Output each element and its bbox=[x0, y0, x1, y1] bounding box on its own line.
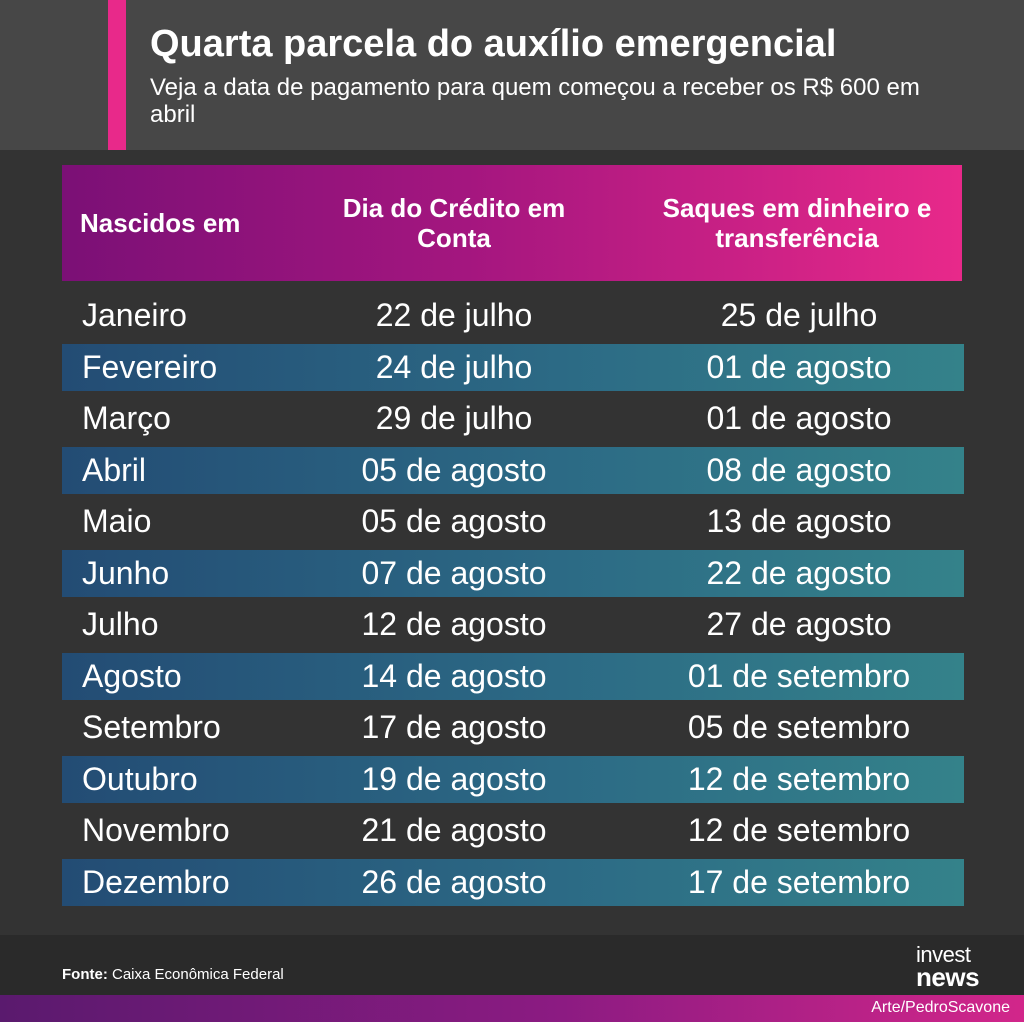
table-row: Julho 12 de agosto 27 de agosto bbox=[62, 601, 964, 648]
withdrawal-date-cell: 13 de agosto bbox=[706, 503, 892, 539]
table-row: Março 29 de julho 01 de agosto bbox=[62, 395, 964, 442]
art-credit: Arte/PedroScavone bbox=[871, 999, 1010, 1016]
credit-date-cell: 26 de agosto bbox=[361, 863, 547, 900]
credit-date-cell: 12 de agosto bbox=[361, 606, 547, 642]
withdrawal-date-cell: 05 de setembro bbox=[687, 709, 911, 745]
withdrawal-date-cell: 22 de agosto bbox=[706, 554, 892, 591]
credit-date-cell: 22 de julho bbox=[375, 297, 533, 333]
table-row: Janeiro 22 de julho 25 de julho bbox=[62, 292, 964, 339]
credit-date-cell: 05 de agosto bbox=[361, 451, 547, 488]
table-row: Dezembro 26 de agosto 17 de setembro bbox=[62, 858, 964, 906]
column-header-credit-date: Dia do Crédito em Conta bbox=[342, 193, 566, 253]
table-row: Novembro 21 de agosto 12 de setembro bbox=[62, 807, 964, 854]
birth-month-cell: Setembro bbox=[82, 709, 221, 745]
logo-text-news: news bbox=[916, 962, 980, 992]
birth-month-cell: Dezembro bbox=[82, 863, 230, 900]
credit-date-cell: 05 de agosto bbox=[361, 503, 547, 539]
birth-month-cell: Abril bbox=[82, 451, 147, 488]
table-row: Agosto 14 de agosto 01 de setembro bbox=[62, 652, 964, 700]
source-text: Caixa Econômica Federal bbox=[112, 966, 284, 983]
accent-bar bbox=[108, 0, 126, 150]
withdrawal-date-cell: 27 de agosto bbox=[706, 606, 892, 642]
credit-date-cell: 17 de agosto bbox=[361, 709, 547, 745]
header bbox=[0, 0, 1024, 150]
birth-month-cell: Julho bbox=[82, 606, 159, 642]
credit-date-cell: 14 de agosto bbox=[361, 657, 547, 694]
column-header-birth-month: Nascidos em bbox=[80, 208, 241, 238]
table-header: Nascidos em Dia do Crédito em Conta Saqu… bbox=[62, 165, 962, 281]
birth-month-cell: Junho bbox=[82, 554, 170, 591]
page-title: Quarta parcela do auxílio emergencial bbox=[150, 23, 837, 65]
table-row: Setembro 17 de agosto 05 de setembro bbox=[62, 704, 964, 751]
withdrawal-date-cell: 08 de agosto bbox=[706, 451, 892, 488]
investnews-logo: invest news bbox=[916, 944, 1012, 992]
credit-date-cell: 21 de agosto bbox=[361, 812, 547, 848]
column-header-withdrawal-date: Saques em dinheiro e transferência bbox=[662, 193, 932, 253]
table-row: Fevereiro 24 de julho 01 de agosto bbox=[62, 343, 964, 391]
table-row: Maio 05 de agosto 13 de agosto bbox=[62, 498, 964, 545]
withdrawal-date-cell: 01 de setembro bbox=[687, 657, 911, 694]
withdrawal-date-cell: 01 de agosto bbox=[706, 348, 892, 385]
withdrawal-date-cell: 01 de agosto bbox=[706, 400, 892, 436]
table-row: Outubro 19 de agosto 12 de setembro bbox=[62, 755, 964, 803]
table-row: Abril 05 de agosto 08 de agosto bbox=[62, 446, 964, 494]
birth-month-cell: Outubro bbox=[82, 760, 198, 797]
table-body: Janeiro 22 de julho 25 de julho Fevereir… bbox=[62, 292, 964, 910]
credit-date-cell: 19 de agosto bbox=[361, 760, 547, 797]
birth-month-cell: Fevereiro bbox=[82, 348, 218, 385]
footer bbox=[0, 935, 1024, 995]
birth-month-cell: Março bbox=[82, 400, 171, 436]
birth-month-cell: Maio bbox=[82, 503, 152, 539]
logo-text-invest: invest bbox=[916, 942, 971, 967]
birth-month-cell: Agosto bbox=[82, 657, 182, 694]
credit-date-cell: 07 de agosto bbox=[361, 554, 547, 591]
birth-month-cell: Janeiro bbox=[82, 297, 187, 333]
withdrawal-date-cell: 12 de setembro bbox=[687, 812, 911, 848]
source-note: Fonte: Caixa Econômica Federal bbox=[62, 966, 284, 983]
withdrawal-date-cell: 25 de julho bbox=[720, 297, 878, 333]
credit-date-cell: 29 de julho bbox=[375, 400, 533, 436]
withdrawal-date-cell: 17 de setembro bbox=[687, 863, 911, 900]
page-subtitle: Veja a data de pagamento para quem começ… bbox=[150, 74, 920, 128]
credit-date-cell: 24 de julho bbox=[375, 348, 533, 385]
bottom-bar bbox=[0, 995, 1024, 1022]
birth-month-cell: Novembro bbox=[82, 812, 230, 848]
withdrawal-date-cell: 12 de setembro bbox=[687, 760, 911, 797]
table-row: Junho 07 de agosto 22 de agosto bbox=[62, 549, 964, 597]
source-label: Fonte: bbox=[62, 966, 108, 983]
